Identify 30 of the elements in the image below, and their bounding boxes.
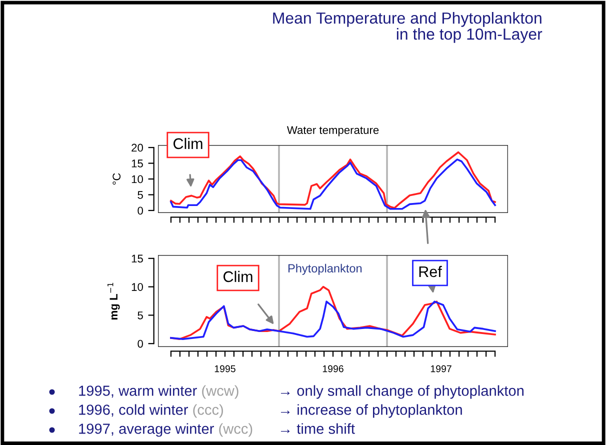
series-label: Clim (224, 270, 252, 282)
text: 1995, warm winter (79, 385, 197, 398)
chart-title: Water temperature (286, 126, 379, 136)
text: → only small change of phytoplankton (280, 385, 524, 399)
text: → increase of phytoplankton (280, 404, 462, 418)
text: → time shift (280, 423, 355, 434)
text: (wcc) (219, 423, 252, 437)
y-tick-label: 10 (132, 175, 143, 184)
y-tick-label: 15 (132, 254, 143, 263)
line-series (170, 300, 496, 340)
text: (ccc) (193, 404, 223, 418)
y-axis-title: mg L$^{−1}$ (108, 282, 120, 320)
text: Mean Temperature and Phytoplankton in the top 10m-Layer (273, 12, 542, 43)
y-tick-label: 5 (138, 312, 143, 320)
y-tick-label: 15 (132, 160, 143, 168)
text: Clim (174, 138, 202, 150)
text: Phytoplankton (288, 264, 362, 275)
x-tick-label: 1997 (430, 365, 452, 372)
y-axis-title: °C (112, 173, 121, 185)
text: 1996, cold winter (79, 404, 188, 417)
text: 1997, average winter (79, 423, 214, 437)
y-tick-label: 10 (132, 283, 143, 291)
text: Ref (419, 266, 442, 278)
y-tick-label: 5 (138, 191, 143, 199)
y-tick-label: 20 (132, 144, 143, 152)
x-tick-label: 1995 (214, 365, 236, 372)
y-tick-label: 0 (138, 340, 143, 348)
y-tick-label: 0 (138, 206, 143, 215)
x-tick-label: 1996 (322, 365, 344, 372)
text: (wcw) (202, 385, 238, 399)
